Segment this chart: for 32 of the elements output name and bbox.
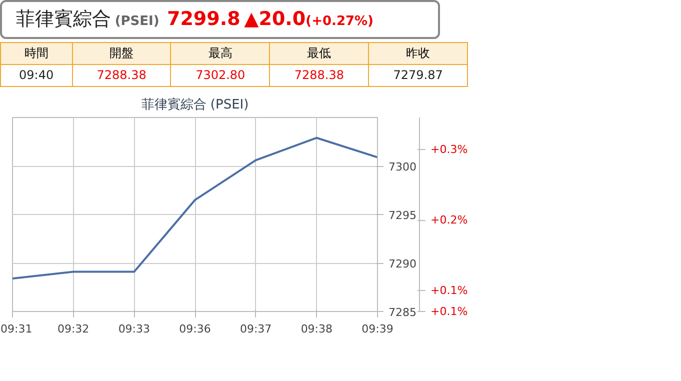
x-tick-label: 09:38 bbox=[300, 322, 333, 336]
y-tick-label: 7295 bbox=[388, 209, 416, 222]
y2-tick-label: +0.3% bbox=[430, 142, 468, 156]
text: 7288.38 bbox=[72, 64, 171, 87]
text: ▲20.0 bbox=[244, 8, 306, 30]
text: 開盤 bbox=[72, 42, 171, 65]
text: 昨收 bbox=[368, 42, 468, 65]
text: 菲律賓綜合 bbox=[16, 8, 111, 30]
x-tick-label: 09:36 bbox=[179, 322, 211, 336]
y2-tick-label: +0.1% bbox=[430, 305, 468, 318]
x-tick-label: 09:39 bbox=[362, 322, 394, 336]
text: (+0.27%) bbox=[306, 14, 374, 29]
x-tick-label: 09:31 bbox=[0, 322, 32, 336]
x-tick-label: 09:33 bbox=[118, 322, 150, 336]
text: (PSEI) bbox=[114, 14, 160, 29]
text: 最低 bbox=[270, 42, 369, 65]
x-tick-label: 09:32 bbox=[57, 322, 90, 336]
y2-tick-label: +0.1% bbox=[430, 284, 468, 298]
chart-title: 菲律賓綜合 (PSEI) bbox=[141, 96, 249, 112]
text: 7302.80 bbox=[170, 64, 270, 87]
y2-tick-label: +0.2% bbox=[430, 214, 468, 227]
line-series bbox=[12, 136, 378, 280]
text: 最高 bbox=[170, 42, 270, 65]
text: 時間 bbox=[0, 42, 72, 65]
x-tick-label: 09:37 bbox=[240, 322, 272, 336]
text: 7279.87 bbox=[368, 64, 468, 87]
y-tick-label: 7285 bbox=[388, 306, 416, 319]
text: 09:40 bbox=[0, 64, 72, 87]
y-tick-label: 7290 bbox=[388, 258, 416, 270]
y-tick-label: 7300 bbox=[388, 160, 416, 174]
text: 7299.8 bbox=[166, 8, 240, 30]
text: 7288.38 bbox=[270, 64, 369, 87]
